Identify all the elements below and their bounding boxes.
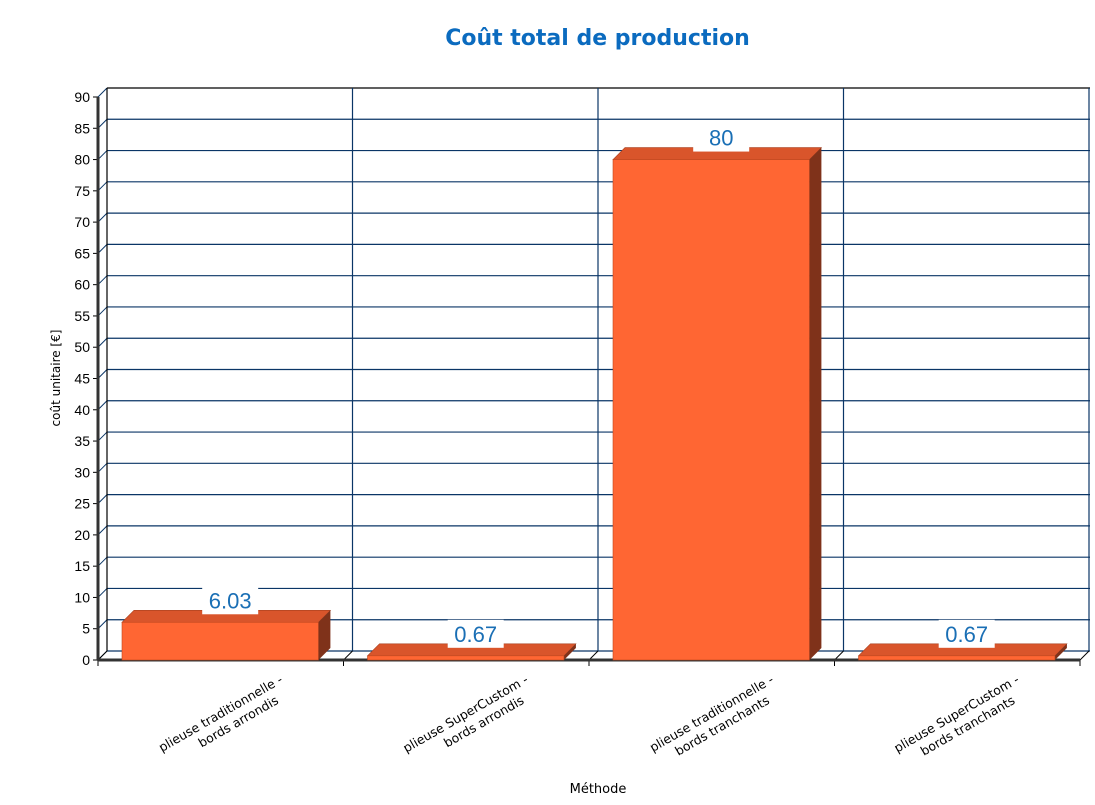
data-label-bg bbox=[938, 619, 995, 648]
data-label: 0.67 bbox=[454, 622, 497, 647]
x-axis-label: Méthode bbox=[569, 782, 627, 797]
y-tick-label: 80 bbox=[74, 152, 90, 168]
data-label-bg bbox=[447, 619, 504, 648]
y-tick-label: 50 bbox=[74, 339, 90, 355]
bar bbox=[367, 655, 565, 661]
bar bbox=[121, 621, 319, 661]
y-tick-label: 70 bbox=[74, 214, 90, 230]
floor-depth-line bbox=[1079, 650, 1090, 661]
data-label: 6.03 bbox=[209, 588, 252, 613]
bar bbox=[612, 159, 810, 661]
x-tick-label: plieuse SuperCustom -bords tranchants bbox=[891, 672, 1029, 770]
y-tick-label: 10 bbox=[74, 589, 90, 605]
data-label: 80 bbox=[709, 126, 733, 151]
y-tick-label: 5 bbox=[82, 621, 90, 637]
bar-side bbox=[318, 610, 331, 660]
y-tick-label: 75 bbox=[74, 183, 90, 199]
data-label-bg bbox=[202, 586, 259, 615]
data-label: 0.67 bbox=[945, 622, 988, 647]
y-tick-label: 90 bbox=[74, 89, 90, 105]
data-label-bg bbox=[693, 123, 750, 152]
y-tick-label: 0 bbox=[82, 652, 90, 668]
y-tick-label: 55 bbox=[74, 308, 90, 324]
y-tick-label: 45 bbox=[74, 371, 90, 387]
bar-side bbox=[809, 147, 822, 661]
chart-title: Coût total de production bbox=[445, 26, 750, 51]
x-tick-label: plieuse traditionnelle -bords arrondis bbox=[156, 672, 293, 769]
x-tick-label: plieuse traditionnelle -bords tranchants bbox=[647, 672, 784, 769]
y-tick-label: 85 bbox=[74, 120, 90, 136]
y-tick-label: 65 bbox=[74, 245, 90, 261]
bar-side bbox=[1054, 643, 1067, 660]
bar bbox=[858, 655, 1056, 661]
y-tick-label: 15 bbox=[74, 558, 90, 574]
gridline-depth bbox=[97, 87, 108, 98]
y-tick-label: 35 bbox=[74, 433, 90, 449]
y-tick-label: 60 bbox=[74, 277, 90, 293]
x-tick-label: plieuse SuperCustom -bords arrondis bbox=[400, 672, 538, 770]
y-tick-label: 20 bbox=[74, 527, 90, 543]
y-tick-label: 25 bbox=[74, 496, 90, 512]
y-tick-label: 40 bbox=[74, 402, 90, 418]
y-tick-label: 30 bbox=[74, 464, 90, 480]
bar-side bbox=[563, 643, 576, 660]
